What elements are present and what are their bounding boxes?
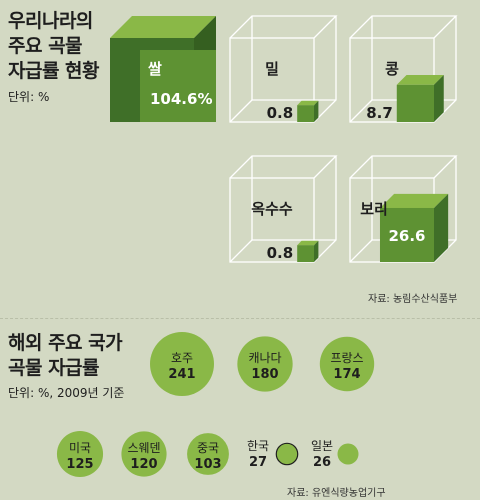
cube-category-label: 옥수수 <box>251 200 293 218</box>
bubble-country-label: 프랑스 <box>330 351 363 365</box>
bubble-value-label: 241 <box>168 367 195 382</box>
grain-cube-2 <box>229 15 338 123</box>
bubble-value-label: 120 <box>130 457 157 472</box>
chart1-title-line3: 자급률 현황 <box>8 60 100 82</box>
bubble-3 <box>319 336 375 392</box>
cube-category-label: 밀 <box>265 60 279 78</box>
fill-cube-front <box>297 245 314 262</box>
bubble-value-label: 174 <box>333 367 360 382</box>
cube-wire-front <box>229 177 315 263</box>
cube-value-label: 104.6% <box>150 90 212 108</box>
fill-cube-top <box>297 240 319 246</box>
chart1-title-line2: 주요 곡물 <box>8 35 83 57</box>
section-divider <box>0 318 480 319</box>
grain-cube-5 <box>349 155 458 263</box>
cube-category-label: 쌀 <box>148 60 162 78</box>
cube-top-face <box>110 16 216 38</box>
bubble-5 <box>121 431 167 477</box>
cube-wire-top <box>229 155 338 179</box>
cube-wire-top <box>349 155 458 179</box>
grain-cube-3 <box>349 15 458 123</box>
cube-wire-back-edge <box>349 99 373 123</box>
fill-cube-side <box>314 100 319 122</box>
fill-cube-side <box>314 240 319 262</box>
bubble-country-label: 스웨덴 <box>127 441 160 455</box>
bubble-6 <box>187 433 229 475</box>
cube-label-panel <box>140 50 216 122</box>
cube-category-label: 콩 <box>385 60 399 78</box>
fill-cube-front <box>297 105 314 122</box>
bubble-country-label: 미국 <box>69 441 91 455</box>
chart2-unit: 단위: %, 2009년 기준 <box>8 386 125 400</box>
cube-wire-back-edge <box>349 239 373 263</box>
chart2-title-line1: 해외 주요 국가 <box>8 332 123 354</box>
grain-cube-1 <box>110 16 216 122</box>
bubble-country-label: 일본 <box>311 439 333 453</box>
cube-wire-back-edge <box>229 239 253 263</box>
bubble-country-label: 한국 <box>247 439 269 453</box>
bubble-value-label: 125 <box>66 457 93 472</box>
chart2-title-line2: 곡물 자급률 <box>8 357 100 379</box>
bubble-8 <box>337 443 359 465</box>
fill-cube-side <box>434 75 444 122</box>
cube-value-label: 8.7 <box>366 104 393 122</box>
fill-cube-top <box>396 75 444 85</box>
cube-wire-top <box>349 15 458 39</box>
cube-wire-back-edge <box>229 99 253 123</box>
cube-wire-top <box>229 15 338 39</box>
bubble-7 <box>275 442 299 466</box>
fill-cube-side <box>434 193 449 262</box>
cube-value-label: 0.8 <box>267 104 294 122</box>
grain-cube-4 <box>229 155 338 263</box>
bubble-country-label: 캐나다 <box>248 351 281 365</box>
bubble-value-label: 27 <box>249 455 267 470</box>
chart1-title-line1: 우리나라의 <box>8 10 93 32</box>
bubble-country-label: 중국 <box>197 441 219 455</box>
bubble-1 <box>150 332 214 396</box>
cube-category-label: 보리 <box>360 200 388 218</box>
cube-wire-front <box>229 37 315 123</box>
fill-cube-top <box>297 100 319 106</box>
fill-cube-front <box>396 84 434 122</box>
bubble-country-label: 호주 <box>171 351 193 365</box>
bubble-2 <box>237 336 293 392</box>
bubble-value-label: 26 <box>313 455 331 470</box>
chart1-source: 자료: 농림수산식품부 <box>368 294 458 305</box>
bubble-value-label: 180 <box>251 367 278 382</box>
chart1-unit: 단위: % <box>8 90 50 104</box>
cube-value-label: 26.6 <box>388 227 425 245</box>
cube-value-label: 0.8 <box>267 244 294 262</box>
bubble-4 <box>56 430 104 478</box>
bubble-value-label: 103 <box>194 457 221 472</box>
fill-cube-top <box>379 193 449 208</box>
fill-cube-front <box>379 207 434 262</box>
chart2-source: 자료: 유엔식량농업기구 <box>287 488 386 499</box>
